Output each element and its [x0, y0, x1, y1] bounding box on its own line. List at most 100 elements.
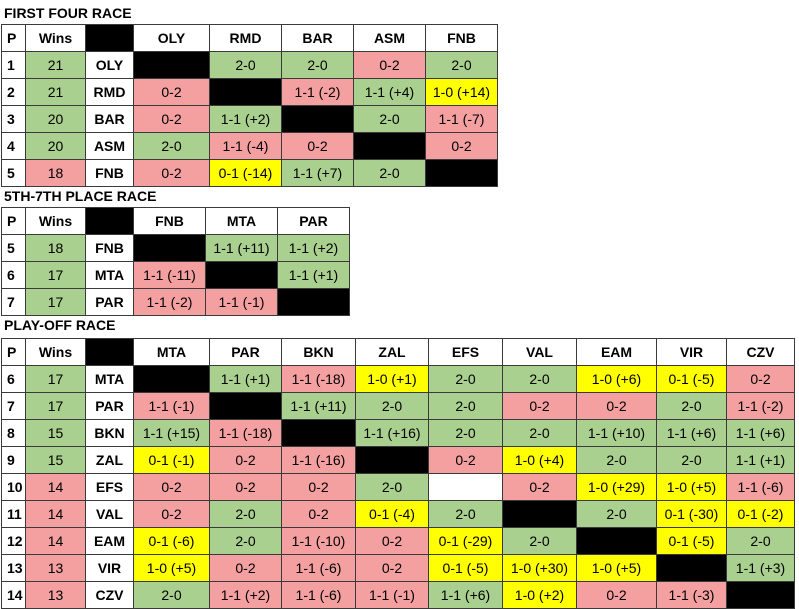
result-cell: 0-1 (-1): [133, 446, 210, 474]
result-cell: 2-0: [355, 473, 429, 501]
header-blank: [85, 338, 134, 366]
result-cell: 1-1 (-3): [656, 581, 727, 609]
table-row: 7 17 PAR 1-1 (-2) 1-1 (-1): [1, 288, 350, 316]
result-cell: 0-2: [133, 78, 210, 106]
team-name-cell: PAR: [85, 288, 134, 316]
result-cell: 1-1 (-2): [281, 78, 354, 106]
header-team: FNB: [425, 24, 498, 52]
result-cell: 0-2: [133, 473, 210, 501]
result-cell: 2-0: [133, 581, 210, 609]
result-cell: 1-0 (+6): [576, 365, 657, 393]
self-matchup-cell: [133, 51, 210, 79]
result-cell: 1-0 (+4): [502, 446, 577, 474]
wins-cell: 13: [25, 554, 86, 582]
result-cell: 0-2: [353, 51, 426, 79]
team-name-cell: ASM: [85, 132, 134, 160]
wins-cell: 14: [25, 473, 86, 501]
result-cell: 1-1 (+6): [656, 419, 727, 447]
result-cell: 2-0: [656, 446, 727, 474]
header-team: PAR: [209, 338, 282, 366]
header-team: BKN: [281, 338, 356, 366]
position-cell: 13: [1, 554, 26, 582]
wins-cell: 18: [25, 159, 86, 187]
result-cell: 2-0: [209, 51, 282, 79]
header-position: P: [1, 338, 26, 366]
self-matchup-cell: [205, 261, 278, 289]
first-four-race-table: P Wins OLY RMD BAR ASM FNB 1 21 OLY 2-0 2-0 0-2 2-0 2 2…: [1, 24, 498, 187]
result-cell: 2-0: [576, 500, 657, 528]
result-cell: 2-0: [133, 132, 210, 160]
team-name-cell: BKN: [85, 419, 134, 447]
wins-cell: 14: [25, 500, 86, 528]
result-cell: 2-0: [355, 392, 429, 420]
result-cell: 0-2: [428, 446, 503, 474]
self-matchup-cell: [425, 159, 498, 187]
result-cell: 0-1 (-29): [428, 527, 503, 555]
result-cell: 1-1 (+2): [209, 105, 282, 133]
header-wins: Wins: [25, 338, 86, 366]
result-cell: 2-0: [726, 527, 795, 555]
wins-cell: 15: [25, 419, 86, 447]
self-matchup-cell: [209, 392, 282, 420]
header-team: VAL: [502, 338, 577, 366]
result-cell: 2-0: [353, 105, 426, 133]
table-row: 5 18 FNB 0-2 0-1 (-14) 1-1 (+7) 2-0: [1, 159, 498, 187]
result-cell: 1-1 (+4): [353, 78, 426, 106]
result-cell: 2-0: [353, 159, 426, 187]
self-matchup-cell: [281, 105, 354, 133]
self-matchup-cell: [656, 554, 727, 582]
position-cell: 10: [1, 473, 26, 501]
result-cell: 2-0: [428, 500, 503, 528]
team-name-cell: PAR: [85, 392, 134, 420]
self-matchup-cell: [576, 527, 657, 555]
wins-cell: 17: [25, 365, 86, 393]
result-cell: 0-2: [355, 527, 429, 555]
result-cell: 1-1 (+10): [576, 419, 657, 447]
table-row: 1 21 OLY 2-0 2-0 0-2 2-0: [1, 51, 498, 79]
section-title-first-four: FIRST FOUR RACE: [4, 5, 132, 21]
position-cell: 7: [1, 392, 26, 420]
header-position: P: [1, 207, 26, 235]
result-cell: 1-0 (+5): [656, 473, 727, 501]
result-cell: 0-1 (-4): [355, 500, 429, 528]
team-name-cell: ZAL: [85, 446, 134, 474]
result-cell: 0-1 (-2): [726, 500, 795, 528]
result-cell: 1-1 (-18): [281, 365, 356, 393]
header-team: OLY: [133, 24, 210, 52]
wins-cell: 17: [25, 392, 86, 420]
header-wins: Wins: [25, 24, 86, 52]
position-cell: 12: [1, 527, 26, 555]
position-cell: 7: [1, 288, 26, 316]
result-cell: 1-1 (+11): [205, 234, 278, 262]
table-row: 11 14 VAL 0-2 2-0 0-2 0-1 (-4) 2-0 2-0 0-1 (-30) 0…: [1, 500, 795, 528]
result-cell: 0-2: [133, 159, 210, 187]
result-cell: 0-2: [209, 473, 282, 501]
result-cell: 0-2: [133, 105, 210, 133]
table-row: 2 21 RMD 0-2 1-1 (-2) 1-1 (+4) 1-0 (+14): [1, 78, 498, 106]
header-team: EFS: [428, 338, 503, 366]
section-title-play-off: PLAY-OFF RACE: [4, 317, 116, 333]
result-cell: 1-1 (-6): [281, 554, 356, 582]
result-cell: 1-0 (+5): [576, 554, 657, 582]
header-team: RMD: [209, 24, 282, 52]
header-wins: Wins: [25, 207, 86, 235]
result-cell: 1-1 (+1): [209, 365, 282, 393]
position-cell: 6: [1, 261, 26, 289]
result-cell: 0-2: [726, 365, 795, 393]
result-cell: 2-0: [209, 527, 282, 555]
result-cell: 0-1 (-5): [656, 527, 727, 555]
result-cell: 1-1 (-18): [209, 419, 282, 447]
result-cell: 1-1 (-6): [281, 581, 356, 609]
result-cell: 1-1 (+1): [726, 446, 795, 474]
team-name-cell: OLY: [85, 51, 134, 79]
wins-cell: 17: [25, 261, 86, 289]
team-name-cell: RMD: [85, 78, 134, 106]
result-cell: 1-1 (+2): [277, 234, 350, 262]
result-cell: 0-2: [209, 446, 282, 474]
self-matchup-cell: [353, 132, 426, 160]
position-cell: 4: [1, 132, 26, 160]
team-name-cell: VAL: [85, 500, 134, 528]
table-row: 4 20 ASM 2-0 1-1 (-4) 0-2 0-2: [1, 132, 498, 160]
result-cell: 1-0 (+2): [502, 581, 577, 609]
result-cell: 1-0 (+14): [425, 78, 498, 106]
